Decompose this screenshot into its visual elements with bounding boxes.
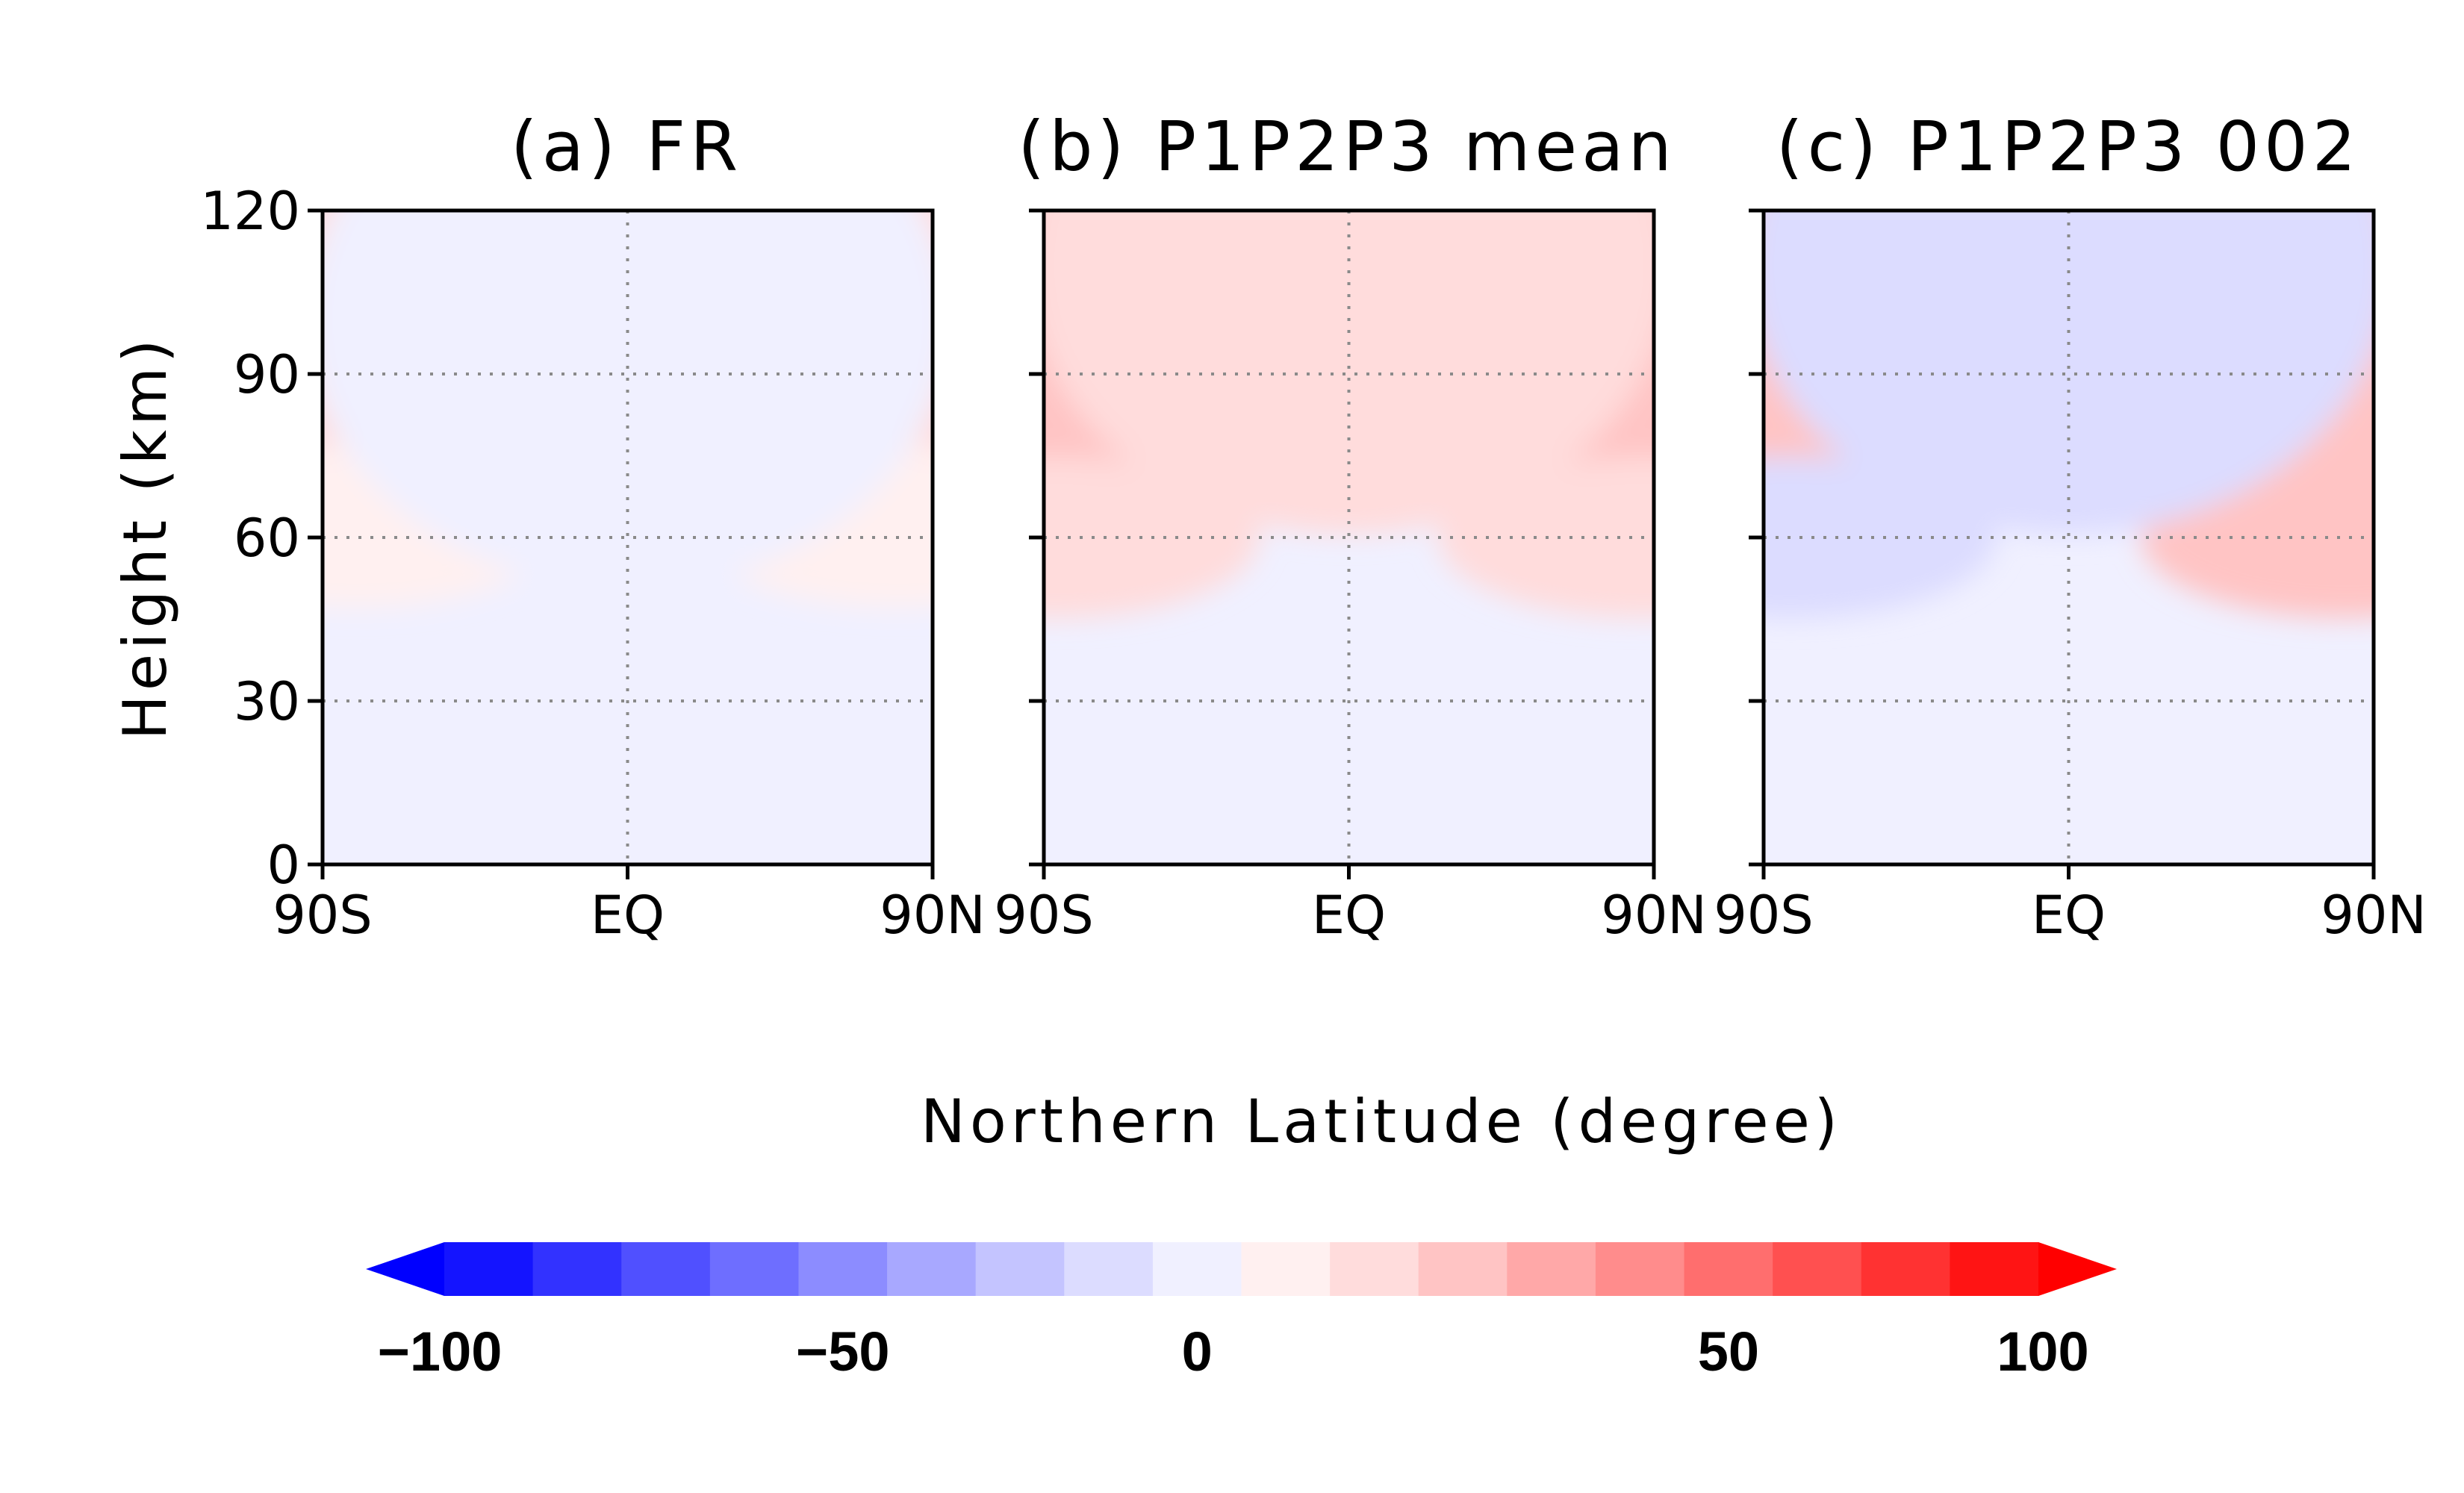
colorbar-tick-label-0: −100 [378, 1321, 503, 1383]
colorbar-segment-17 [1950, 1242, 2039, 1296]
colorbar-segment-7 [1064, 1242, 1154, 1296]
y-tick-label-90: 90 [234, 344, 300, 405]
x-tick-label-1: EQ [1312, 885, 1386, 946]
panel-c: (c) P1P2P3 002 90S EQ 90N [1714, 107, 2426, 946]
panel-c-title: (c) P1P2P3 002 [1776, 107, 2361, 187]
x-tick-label-0: 90S [1714, 885, 1814, 946]
grid [323, 211, 933, 864]
x-tick-label-2: 90N [1601, 885, 1706, 946]
y-axis-label: Height (km) [111, 335, 180, 741]
field-layer [1044, 211, 1654, 618]
colorbar-segment-14 [1684, 1242, 1773, 1296]
field-layer [1764, 211, 2374, 618]
x-tick-label-0: 90S [273, 885, 373, 946]
colorbar-segment-13 [1595, 1242, 1685, 1296]
colorbar-over-arrow [2038, 1242, 2117, 1296]
panel-b: (b) P1P2P3 mean 90S EQ 90N [994, 107, 1706, 946]
colorbar: −100 −50 0 50 100 [366, 1242, 2117, 1383]
y-tick-label-120: 120 [200, 181, 300, 242]
colorbar-segment-11 [1418, 1242, 1508, 1296]
colorbar-tick-label-2: 0 [1182, 1321, 1213, 1383]
panel-a: (a) FR 0 30 60 90 120 90S EQ 90N [200, 107, 985, 946]
colorbar-segment-12 [1507, 1242, 1596, 1296]
colorbar-tick-label-1: −50 [796, 1321, 890, 1383]
y-tick-label-0: 0 [267, 835, 300, 896]
colorbar-segment-6 [975, 1242, 1065, 1296]
colorbar-segment-1 [532, 1242, 622, 1296]
grid [1044, 211, 1654, 864]
panel-b-title: (b) P1P2P3 mean [1018, 107, 1676, 187]
field-mark-7 [323, 211, 933, 588]
y-tick-label-60: 60 [234, 508, 300, 569]
x-tick-label-1: EQ [591, 885, 665, 946]
field-mark-7 [1044, 211, 1654, 534]
panel-a-title: (a) FR [511, 107, 742, 187]
grid [1764, 211, 2374, 864]
colorbar-tick-label-3: 50 [1698, 1321, 1759, 1383]
colorbar-segment-4 [798, 1242, 888, 1296]
colorbar-under-arrow [366, 1242, 444, 1296]
colorbar-segment-3 [709, 1242, 799, 1296]
colorbar-segment-8 [1152, 1242, 1242, 1296]
colorbar-segment-10 [1330, 1242, 1419, 1296]
x-axis-label: Northern Latitude (degree) [921, 1087, 1842, 1156]
field-mark-7 [1764, 211, 2374, 534]
x-tick-label-1: EQ [2032, 885, 2106, 946]
colorbar-tick-label-4: 100 [1997, 1321, 2088, 1383]
colorbar-segment-16 [1861, 1242, 1950, 1296]
colorbar-segment-15 [1773, 1242, 1862, 1296]
x-tick-label-2: 90N [880, 885, 985, 946]
x-tick-label-0: 90S [994, 885, 1094, 946]
y-tick-label-30: 30 [234, 671, 300, 732]
colorbar-segment-2 [621, 1242, 711, 1296]
x-tick-label-2: 90N [2321, 885, 2426, 946]
colorbar-segment-9 [1241, 1242, 1331, 1296]
colorbar-segment-5 [887, 1242, 977, 1296]
colorbar-segment-0 [444, 1242, 534, 1296]
